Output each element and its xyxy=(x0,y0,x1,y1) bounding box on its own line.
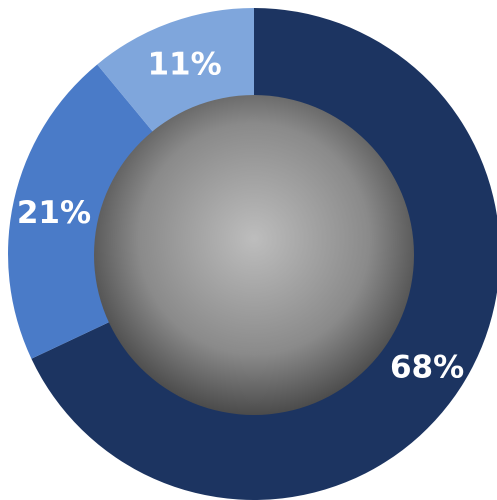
value-label: 68% xyxy=(390,349,464,385)
center-photo xyxy=(94,95,414,415)
slices xyxy=(8,8,497,500)
value-label: 21% xyxy=(17,195,91,231)
donut-slice xyxy=(8,64,154,359)
value-label: 11% xyxy=(147,47,221,83)
donut-slice xyxy=(31,8,497,500)
labels: 68% 21% 11% xyxy=(17,47,464,386)
donut-slice xyxy=(97,8,254,133)
